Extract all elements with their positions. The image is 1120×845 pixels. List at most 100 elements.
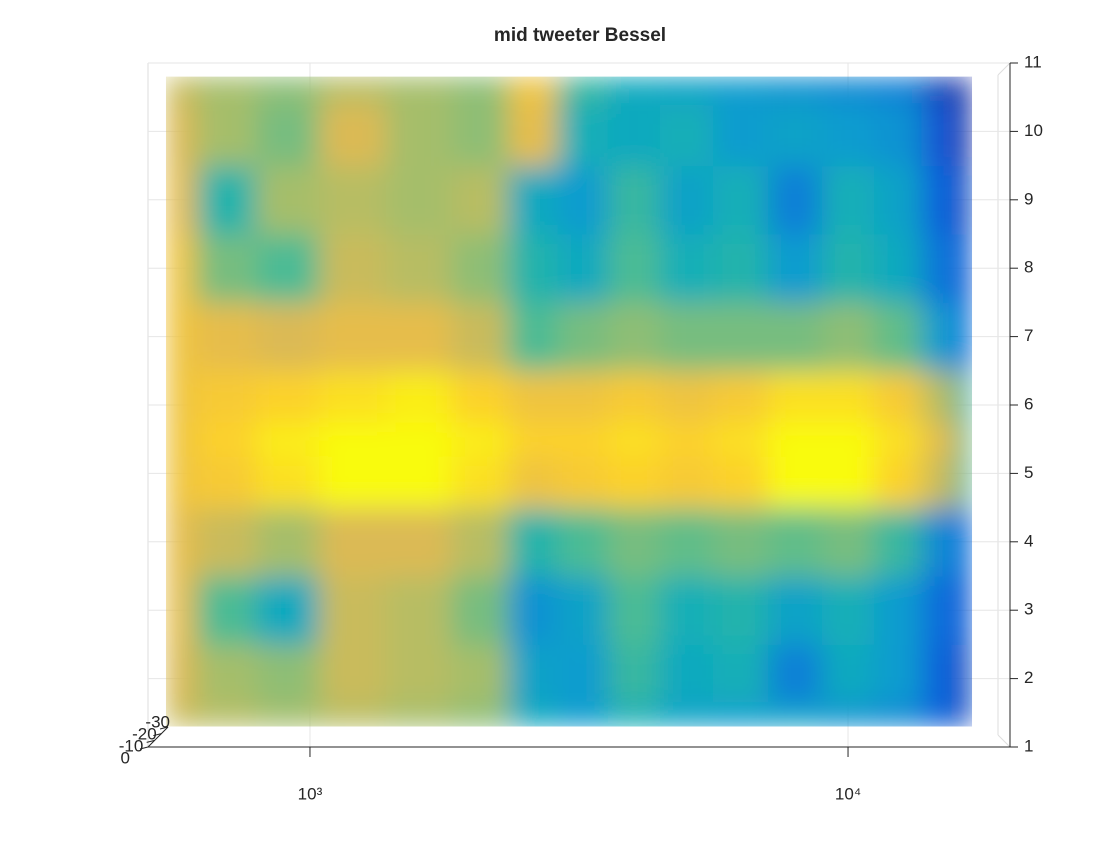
surface-cell — [767, 702, 823, 727]
y-tick-label: 6 — [1024, 394, 1033, 413]
surface-cell — [255, 76, 320, 105]
surface-cell — [165, 644, 197, 704]
surface-cell — [318, 576, 387, 645]
surface-cell — [557, 104, 609, 167]
surface-cell — [607, 702, 661, 727]
surface-cell — [767, 507, 823, 577]
surface-cell — [767, 370, 823, 423]
surface-cell — [508, 507, 559, 577]
surface-cell — [957, 76, 973, 105]
surface-cell — [165, 456, 197, 509]
surface-cell — [508, 644, 559, 704]
surface-cell — [557, 422, 609, 457]
y-tick-label: 1 — [1024, 736, 1033, 755]
surface-cell — [165, 507, 197, 577]
surface-cell — [874, 104, 922, 167]
surface-cell — [508, 234, 559, 303]
surface-cell — [921, 302, 958, 372]
surface-cell — [557, 644, 609, 704]
surface-cell — [508, 302, 559, 372]
surface-cell — [821, 576, 875, 645]
x-tick-label: 10⁴ — [835, 784, 861, 803]
surface-cell — [196, 422, 257, 457]
surface-cell — [713, 576, 769, 645]
surface-cell — [318, 76, 387, 105]
surface-cell — [255, 302, 320, 372]
surface-cell — [508, 76, 559, 105]
surface-cell — [557, 76, 609, 105]
surface-cell — [557, 507, 609, 577]
surface-cell — [767, 644, 823, 704]
surface-cell — [557, 302, 609, 372]
surface-cell — [607, 76, 661, 105]
surface-cell — [921, 370, 958, 423]
surface-cell — [659, 507, 714, 577]
surface-cell — [874, 422, 922, 457]
surface-cell — [957, 234, 973, 303]
surface-cell — [196, 507, 257, 577]
surface-cell — [921, 422, 958, 457]
surface-cell — [196, 576, 257, 645]
surface-cell — [874, 302, 922, 372]
surface-cell — [874, 702, 922, 727]
surface-cell — [767, 302, 823, 372]
surface-cell — [957, 165, 973, 235]
surface-cell — [196, 702, 257, 727]
surface-cell — [659, 104, 714, 167]
surface-cell — [874, 456, 922, 509]
y-tick-label: 8 — [1024, 258, 1033, 277]
surface-cell — [821, 507, 875, 577]
surface-cell — [821, 165, 875, 235]
surface-cell — [874, 165, 922, 235]
surface-cell — [451, 422, 509, 457]
surface-cell — [957, 104, 973, 167]
surface-cell — [921, 507, 958, 577]
surface-cell — [957, 370, 973, 423]
surface-cell — [821, 422, 875, 457]
surface-cell — [196, 370, 257, 423]
surface-cell — [196, 644, 257, 704]
surface-cell — [921, 456, 958, 509]
z-tick-label: -10 — [119, 736, 144, 755]
surface-cell — [165, 302, 197, 372]
surface-cell — [921, 76, 958, 105]
surface-cell — [165, 104, 197, 167]
surface-cell — [607, 104, 661, 167]
surface-cell — [318, 165, 387, 235]
surface-cell — [607, 507, 661, 577]
surface-cell — [821, 456, 875, 509]
surface-cell — [508, 456, 559, 509]
surface-cell — [659, 165, 714, 235]
surface-cell — [318, 644, 387, 704]
surface-cell — [557, 456, 609, 509]
surface-cell — [451, 165, 509, 235]
surface-cell — [557, 576, 609, 645]
surface-cell — [386, 576, 453, 645]
surface-cell — [196, 234, 257, 303]
surface-cell — [767, 234, 823, 303]
surface-cell — [255, 507, 320, 577]
surface-cell — [921, 576, 958, 645]
surface-cell — [659, 644, 714, 704]
surface-cell — [255, 576, 320, 645]
surface-cell — [196, 456, 257, 509]
surface-cell — [921, 165, 958, 235]
surface-cell — [386, 370, 453, 423]
surface-cell — [874, 507, 922, 577]
surface-cell — [165, 576, 197, 645]
surface-cell — [607, 422, 661, 457]
surface-cell — [874, 576, 922, 645]
surface-cell — [607, 370, 661, 423]
surface-cell — [821, 104, 875, 167]
surface-cell — [874, 644, 922, 704]
surface-cell — [255, 370, 320, 423]
surface-cell — [659, 422, 714, 457]
surface-cell — [957, 507, 973, 577]
surface-cell — [821, 702, 875, 727]
surface-cell — [165, 76, 197, 105]
z-axis — [147, 726, 169, 748]
surface-cell — [713, 370, 769, 423]
surface-cell — [713, 76, 769, 105]
surface-cell — [451, 302, 509, 372]
